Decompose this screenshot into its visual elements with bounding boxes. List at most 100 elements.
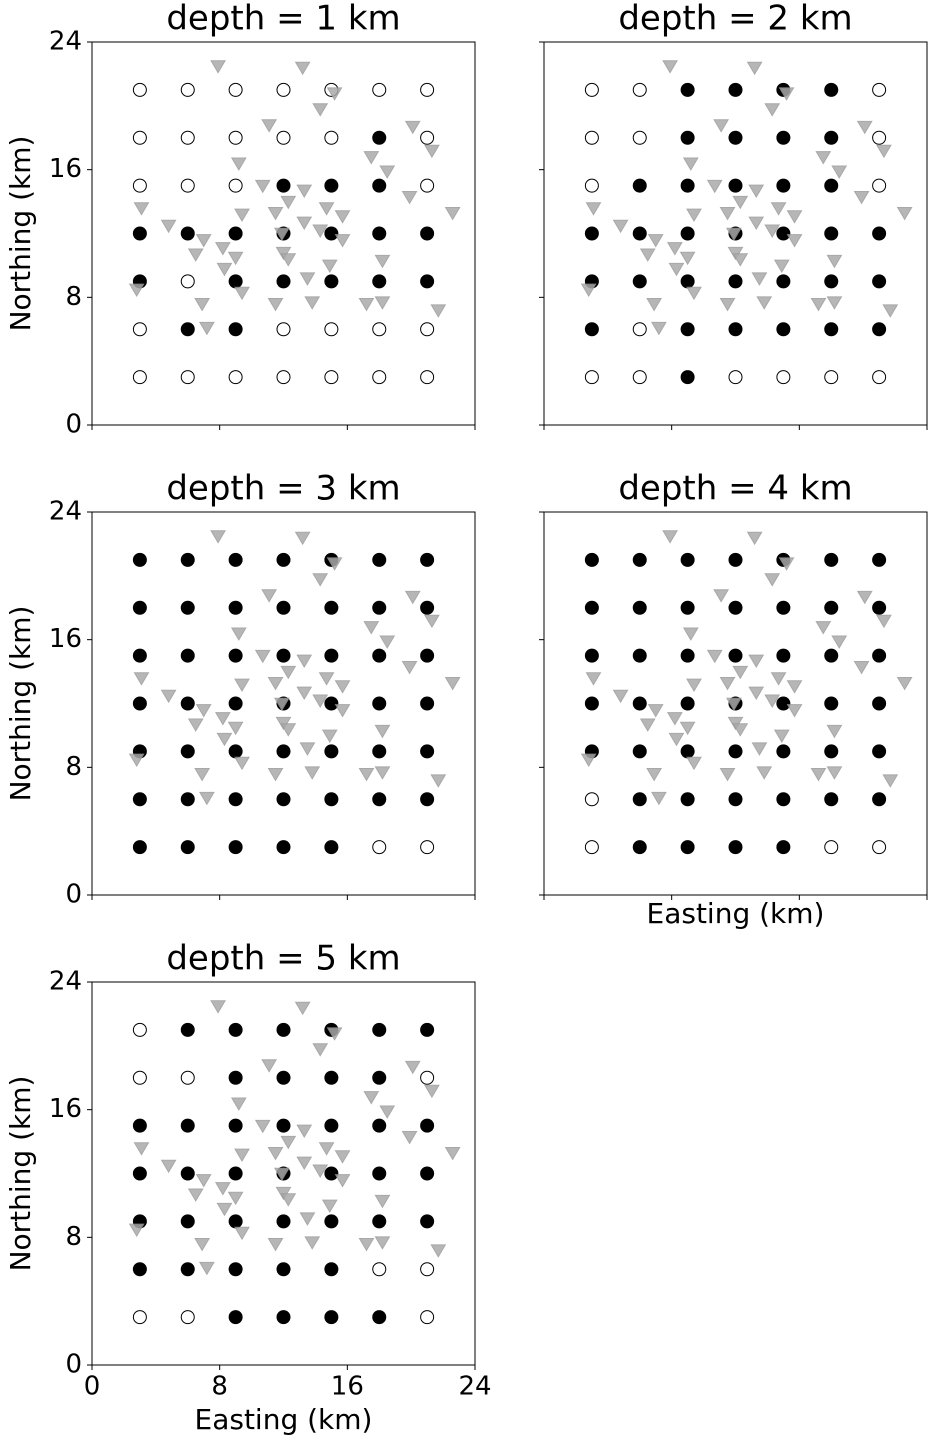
station-marker xyxy=(662,60,678,74)
filled-grid-point xyxy=(180,1262,195,1277)
station-marker xyxy=(304,296,321,310)
filled-grid-point xyxy=(180,840,195,855)
station-marker xyxy=(646,767,662,782)
station-marker xyxy=(234,1148,250,1162)
station-marker xyxy=(713,589,730,603)
filled-grid-point xyxy=(228,1118,243,1133)
station-marker xyxy=(267,1147,284,1161)
station-marker xyxy=(756,766,773,780)
open-grid-point xyxy=(132,1070,147,1085)
filled-grid-point xyxy=(632,274,647,289)
station-marker xyxy=(379,165,396,179)
filled-grid-point xyxy=(276,792,291,807)
station-marker xyxy=(786,680,803,694)
station-marker xyxy=(296,216,313,230)
filled-grid-point xyxy=(632,792,647,807)
station-marker xyxy=(751,742,768,756)
station-marker xyxy=(304,766,321,780)
filled-grid-point xyxy=(276,1070,291,1085)
filled-grid-point xyxy=(776,840,791,855)
filled-grid-point xyxy=(372,1022,387,1037)
filled-grid-point xyxy=(824,178,839,193)
station-marker xyxy=(294,61,311,76)
filled-grid-point xyxy=(228,840,243,855)
station-marker xyxy=(374,1194,391,1209)
station-marker xyxy=(810,767,827,782)
station-marker xyxy=(312,1164,329,1178)
station-marker xyxy=(686,208,702,222)
station-marker xyxy=(133,202,150,216)
station-marker xyxy=(358,767,375,782)
station-marker xyxy=(230,157,247,171)
station-marker xyxy=(856,590,873,605)
station-marker xyxy=(296,654,313,669)
open-grid-point xyxy=(872,130,887,145)
station-marker xyxy=(646,297,662,312)
y-axis-label: Northing (km) xyxy=(4,606,37,802)
open-grid-point xyxy=(584,370,599,385)
filled-grid-point xyxy=(824,744,839,759)
station-marker xyxy=(682,627,699,641)
filled-grid-point xyxy=(132,552,147,567)
station-marker xyxy=(826,254,843,269)
station-marker xyxy=(267,207,284,221)
filled-grid-point xyxy=(632,840,647,855)
open-grid-point xyxy=(132,1022,147,1037)
open-grid-point xyxy=(420,82,435,97)
y-tick-label: 8 xyxy=(65,282,82,312)
filled-grid-point xyxy=(372,1310,387,1325)
open-grid-point xyxy=(584,130,599,145)
station-marker xyxy=(274,1167,290,1182)
station-marker xyxy=(234,1226,250,1241)
station-marker xyxy=(160,219,177,234)
station-marker xyxy=(748,184,765,199)
filled-grid-point xyxy=(372,1166,387,1181)
filled-grid-point xyxy=(872,792,887,807)
filled-grid-point xyxy=(680,648,695,663)
station-marker xyxy=(853,661,870,675)
station-marker xyxy=(612,219,629,234)
station-marker xyxy=(267,1237,284,1252)
station-marker xyxy=(706,649,723,664)
open-grid-point xyxy=(584,792,599,807)
station-marker xyxy=(831,635,848,649)
y-tick-label: 0 xyxy=(65,880,82,910)
open-grid-point xyxy=(324,322,339,337)
station-marker xyxy=(719,297,736,312)
station-marker xyxy=(133,672,150,686)
station-marker xyxy=(856,120,873,135)
filled-grid-point xyxy=(632,648,647,663)
station-marker xyxy=(374,724,391,739)
filled-grid-point xyxy=(324,178,339,193)
station-marker xyxy=(876,144,892,159)
filled-grid-point xyxy=(680,130,695,145)
station-marker xyxy=(732,723,749,737)
open-grid-point xyxy=(276,322,291,337)
station-marker xyxy=(732,195,749,210)
filled-grid-point xyxy=(132,792,147,807)
filled-grid-point xyxy=(228,552,243,567)
filled-grid-point xyxy=(824,552,839,567)
open-grid-point xyxy=(276,82,291,97)
filled-grid-point xyxy=(420,226,435,241)
open-grid-point xyxy=(420,1070,435,1085)
filled-grid-point xyxy=(276,744,291,759)
station-marker xyxy=(128,283,145,297)
station-marker xyxy=(682,157,699,171)
station-marker xyxy=(267,677,284,691)
station-marker xyxy=(746,531,763,546)
open-grid-point xyxy=(632,130,647,145)
filled-grid-point xyxy=(180,696,195,711)
filled-grid-point xyxy=(632,600,647,615)
open-grid-point xyxy=(180,1070,195,1085)
station-marker xyxy=(444,1147,461,1161)
filled-grid-point xyxy=(372,552,387,567)
station-marker xyxy=(358,1237,375,1252)
station-marker xyxy=(639,248,656,262)
station-marker xyxy=(274,227,290,242)
panel-title: depth = 4 km xyxy=(618,469,852,509)
filled-grid-point xyxy=(824,600,839,615)
filled-grid-point xyxy=(228,1070,243,1085)
station-marker xyxy=(401,661,418,675)
filled-grid-point xyxy=(776,130,791,145)
